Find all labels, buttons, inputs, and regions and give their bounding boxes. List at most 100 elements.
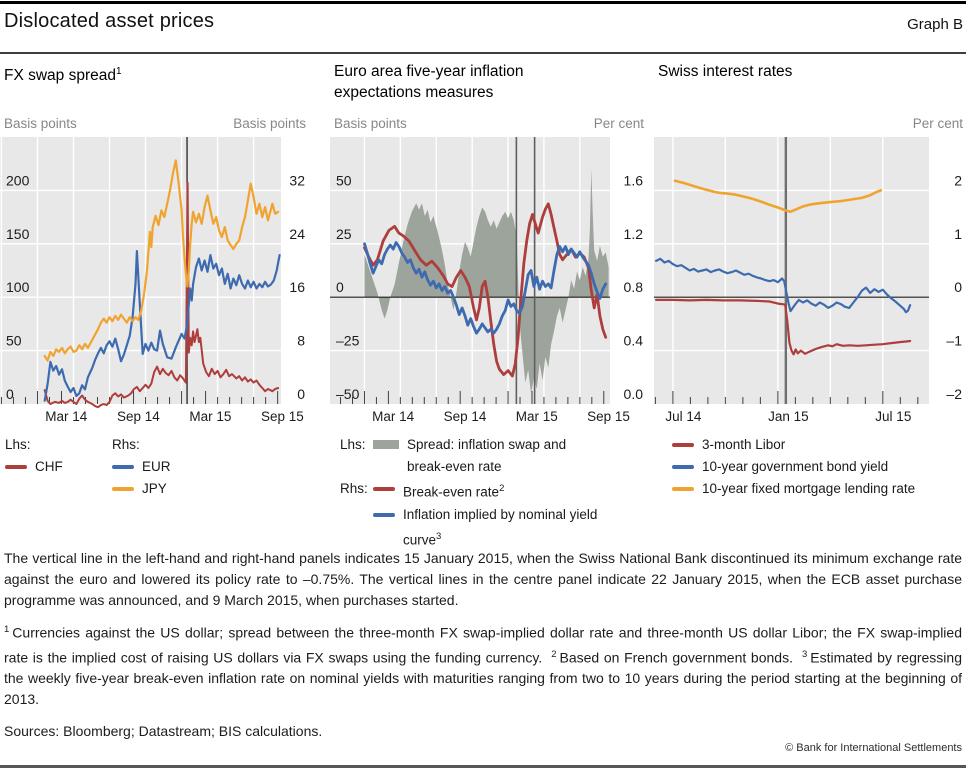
right-axis-tick-label: 0.8 — [624, 279, 644, 295]
right-axis-tick-label: 0.4 — [624, 333, 644, 349]
legend-item: Spread: inflation swap and break-even ra… — [373, 434, 602, 478]
right-axis-unit-label: Basis points — [233, 116, 306, 131]
left-axis-tick-label: 200 — [6, 172, 30, 188]
x-axis-tick-label: Mar 14 — [45, 409, 88, 424]
legend-scale-label: Rhs: — [112, 437, 140, 452]
series-JPY-line — [43, 159, 280, 362]
panel-inflation-expectations: Euro area five-year inflation expectatio… — [330, 0, 646, 560]
legend-group: Lhs: Spread: inflation swap and break-eve… — [340, 434, 646, 478]
footnotes-paragraph: 1 Currencies against the US dollar; sprea… — [4, 619, 962, 710]
legend-scale-label: Lhs: — [340, 437, 366, 452]
right-axis-tick-label: –1 — [946, 333, 962, 349]
legend-item: 10-year government bond yield — [672, 456, 965, 478]
right-axis-tick-label: 16 — [289, 279, 305, 295]
right-axis-tick-label: 1 — [954, 226, 962, 242]
legend-footnote-marker: 3 — [436, 530, 442, 542]
x-axis-tick-label: Mar 15 — [516, 409, 558, 424]
legend-item-label: CHF — [35, 459, 63, 474]
right-axis-tick-label: 0 — [297, 386, 305, 402]
line-swatch — [672, 443, 694, 447]
line-swatch — [112, 465, 134, 469]
x-axis-tick-label: Mar 15 — [189, 409, 231, 424]
plot-area: 0 50 100 150 200 0 8 16 24 32 Mar 14 Sep 14 Mar 15 Se… — [0, 137, 305, 424]
bottom-rule — [0, 765, 966, 768]
legend-item: 10-year fixed mortgage lending rate — [672, 478, 965, 500]
right-axis-tick-label: 0.0 — [624, 386, 644, 402]
left-axis-tick-label: 50 — [6, 333, 22, 349]
right-axis-tick-label: 1.2 — [624, 226, 644, 242]
series-implied-inflation-line — [363, 241, 608, 335]
panel-title-text: FX swap spread — [4, 67, 116, 85]
x-axis-tick-label: Jul 14 — [665, 409, 702, 424]
legend-item: EUR — [112, 456, 171, 478]
series-10y-fixed-mortgage-rate-line — [673, 179, 882, 214]
legend-items: Break-even rate2 Inflation implied by nom… — [373, 478, 598, 551]
panel-fx-swap-spread: FX swap spread1 Basis points Basis points 0… — [0, 0, 308, 560]
panel-title-text: Swiss interest rates — [658, 63, 793, 80]
note-vertical-lines: The vertical line in the left-hand and r… — [4, 550, 962, 608]
graph-label: Graph B — [907, 16, 963, 33]
right-axis-tick-label: 2 — [954, 172, 962, 188]
plot-area: –2 –1 0 1 2 Jul 14 Jan 15 Jul 15 — [654, 137, 962, 424]
axis-units-row: Per cent — [654, 116, 965, 134]
legend-item-label: 3-month Libor — [702, 437, 786, 452]
series-10y-govt-bond-yield-line — [655, 257, 912, 314]
right-axis-tick-label: –2 — [946, 386, 962, 402]
left-axis-tick-label: 0 — [336, 279, 344, 295]
x-axis-tick-label: Sep 15 — [261, 409, 304, 424]
footnote-2-text: Based on French government bonds. — [559, 649, 793, 666]
legend: Lhs: Spread: inflation swap and break-eve… — [340, 434, 646, 551]
left-axis-tick-label: 100 — [6, 279, 30, 295]
legend: 3-month Libor 10-year government bond yie… — [672, 434, 965, 500]
x-axis-tick-label: Jan 15 — [768, 409, 809, 424]
footnote-3-text: Estimated by regressing the weekly five-… — [4, 649, 962, 708]
legend-column: Rhs: EUR JPY — [112, 434, 171, 500]
panel-title-footnote-marker: 1 — [116, 66, 122, 77]
left-axis-unit-label: Basis points — [4, 116, 77, 131]
series-CHF-line — [43, 181, 280, 409]
left-axis-tick-label: –50 — [336, 386, 360, 402]
legend-item: Break-even rate2 — [373, 478, 598, 504]
axis-units-row: Basis points Basis points — [0, 116, 308, 134]
legend-item: Inflation implied by nominal yield curve… — [373, 504, 598, 552]
top-rule — [0, 1, 966, 4]
line-swatch — [672, 487, 694, 491]
legend-item: 3-month Libor — [672, 434, 965, 456]
x-axis-tick-label: Sep 15 — [587, 409, 630, 424]
legend-scale-label: Rhs: — [340, 481, 368, 496]
panel-swiss-interest-rates: Swiss interest rates Per cent –2 –1 0 1 2 Jul 1… — [654, 0, 965, 560]
legend-item: JPY — [112, 478, 171, 500]
x-axis-tick-label: Mar 14 — [372, 409, 415, 424]
series-3m-libor-line — [655, 298, 912, 356]
line-swatch — [373, 512, 395, 517]
legend-item-label: 10-year government bond yield — [702, 459, 889, 474]
legend-scale-label: Lhs: — [5, 437, 31, 452]
right-axis-unit-label: Per cent — [593, 116, 644, 131]
right-axis-tick-label: 0 — [954, 279, 962, 295]
footnote-2-marker: 2 — [551, 648, 557, 660]
line-swatch — [112, 487, 134, 491]
x-axis-tick-label: Jul 15 — [875, 409, 911, 424]
legend-column: Lhs: CHF — [5, 434, 63, 478]
panel-title: Swiss interest rates — [658, 61, 958, 82]
legend-item-label: JPY — [142, 481, 167, 496]
x-axis-tick-label: Sep 14 — [444, 409, 487, 424]
legend-item-label: Inflation implied by nominal yield curve… — [403, 506, 598, 548]
line-swatch — [373, 487, 395, 491]
area-spread — [364, 169, 609, 394]
area-swatch — [373, 440, 399, 449]
plot-area: –50 –25 0 25 50 0.0 0.4 0.8 1.2 1.6 Mar 14 Sep 14 Ma… — [330, 137, 644, 424]
left-axis-tick-label: 50 — [336, 172, 352, 188]
series-EUR-line — [43, 250, 281, 402]
left-axis-tick-label: 150 — [6, 226, 30, 242]
panel-title: FX swap spread1 — [4, 61, 304, 86]
legend-item-label: EUR — [142, 459, 171, 474]
x-axis-tick-label: Sep 14 — [117, 409, 160, 424]
line-swatch — [5, 465, 27, 469]
footnote-1-text: Currencies against the US dollar; spread… — [4, 624, 962, 666]
panel-title-text: Euro area five-year inflation expectatio… — [334, 63, 524, 101]
page-title: Dislocated asset prices — [4, 10, 215, 32]
left-axis-tick-label: 25 — [336, 226, 352, 242]
legend-item-label: Break-even rate2 — [403, 483, 505, 500]
footnote-1-marker: 1 — [4, 624, 10, 635]
